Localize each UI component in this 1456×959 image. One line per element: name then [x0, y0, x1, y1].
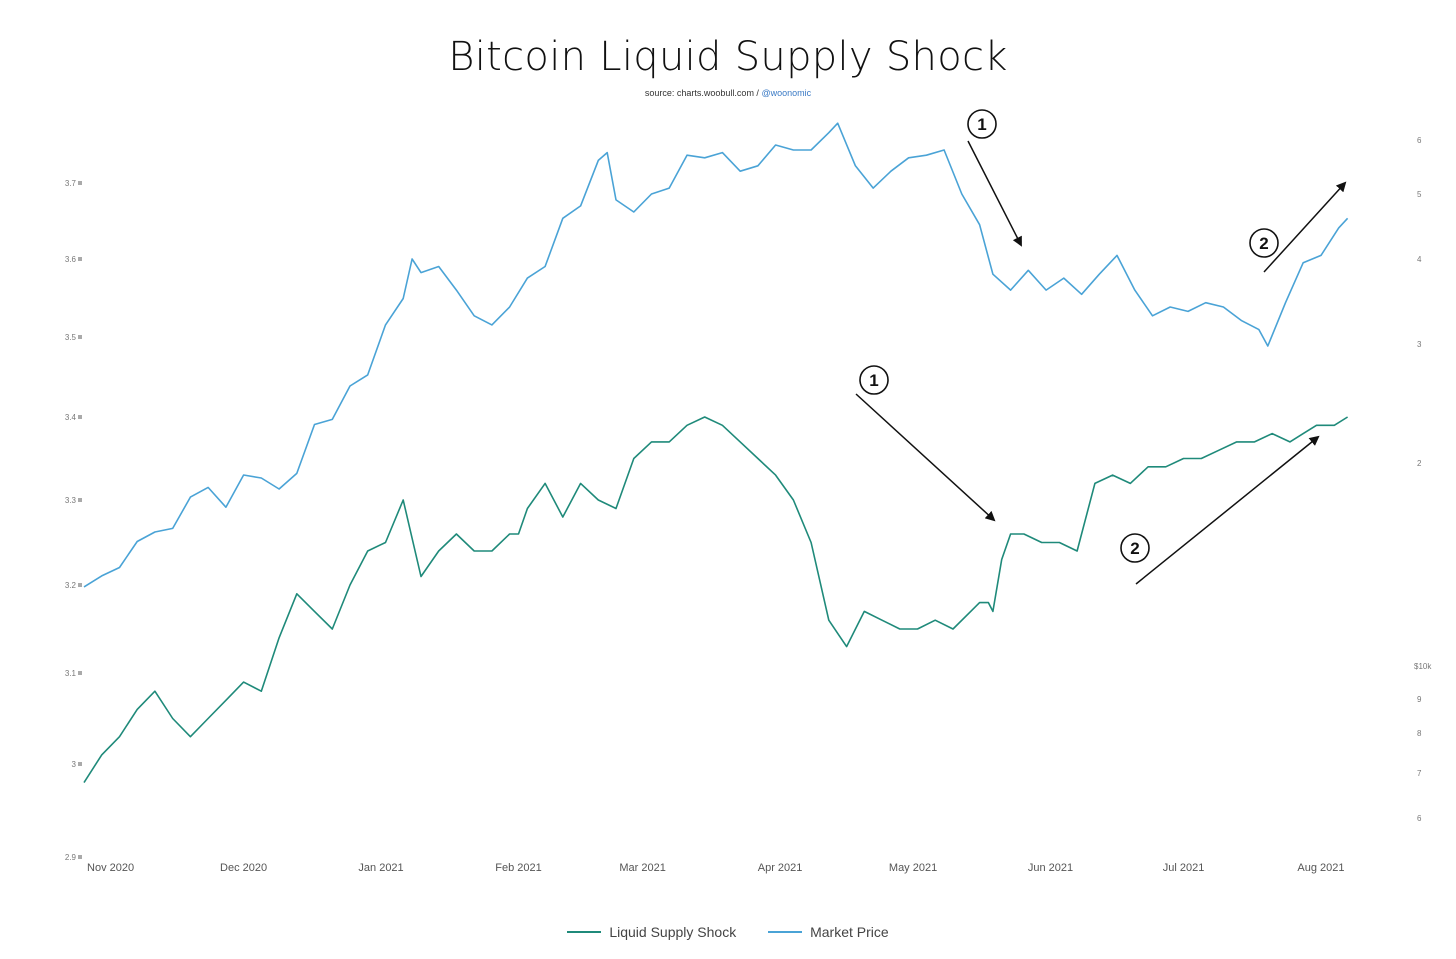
right-y-tick-label: 9	[1417, 695, 1422, 704]
left-y-tick-mark	[78, 181, 82, 185]
x-tick-label: Nov 2020	[87, 862, 134, 874]
left-y-axis: 2.9 3 3.1 3.2 3.3 3.4 3.5 3.6 3.7	[65, 179, 82, 862]
right-y-tick-label: 6	[1417, 814, 1422, 823]
left-y-tick-label: 3	[72, 760, 77, 769]
left-y-tick-mark	[78, 498, 82, 502]
legend-label: Market Price	[810, 924, 889, 940]
left-y-tick-mark	[78, 762, 82, 766]
annotation-marker: 1	[967, 109, 997, 139]
annotation-marker: 2	[1120, 533, 1150, 563]
x-tick-label: Jun 2021	[1028, 862, 1073, 874]
left-y-tick-label: 3.2	[65, 581, 77, 590]
annotation-marker: 1	[859, 365, 889, 395]
x-tick-label: Aug 2021	[1297, 862, 1344, 874]
right-y-tick-label: 6	[1417, 136, 1422, 145]
left-y-tick-label: 2.9	[65, 853, 77, 862]
legend-swatch-liquid-supply-shock	[567, 931, 602, 933]
left-y-tick-label: 3.3	[65, 496, 77, 505]
x-tick-label: Apr 2021	[758, 862, 803, 874]
right-y-tick-label: 4	[1417, 255, 1422, 264]
right-y-tick-label: 2	[1417, 459, 1422, 468]
annotation-label: 1	[869, 371, 878, 390]
right-y-tick-label: 7	[1417, 769, 1422, 778]
left-y-tick-label: 3.6	[65, 255, 77, 264]
left-y-tick-label: 3.4	[65, 413, 77, 422]
legend-label: Liquid Supply Shock	[609, 924, 737, 940]
right-y-axis: 6 7 8 9 $10k 2 3 4 5 6	[1414, 136, 1432, 823]
legend-swatch-market-price	[768, 931, 803, 933]
source-text: source: charts.woobull.com /	[644, 88, 759, 98]
left-y-tick-mark	[78, 335, 82, 339]
annotation-label: 2	[1259, 234, 1268, 253]
right-y-tick-label: 8	[1417, 729, 1422, 738]
x-tick-label: Jul 2021	[1163, 862, 1205, 874]
x-tick-label: Jan 2021	[358, 862, 403, 874]
x-tick-label: Feb 2021	[495, 862, 541, 874]
annotation-arrow	[1263, 181, 1347, 273]
series-line-liquid-supply-shock[interactable]	[83, 416, 1349, 784]
chart-subtitle: source: charts.woobull.com / @woonomic	[0, 88, 1456, 98]
annotations-layer: 1 2 1 2	[855, 109, 1347, 585]
left-y-tick-mark	[78, 855, 82, 859]
left-y-tick-mark	[78, 583, 82, 587]
left-y-tick-label: 3.5	[65, 333, 77, 342]
source-handle-link[interactable]: @woonomic	[761, 88, 812, 98]
series-line-market-price[interactable]	[83, 122, 1349, 588]
right-y-tick-label: 5	[1417, 190, 1422, 199]
right-y-tick-label: $10k	[1414, 662, 1432, 671]
annotation-marker: 2	[1249, 228, 1279, 258]
annotation-arrow	[855, 393, 996, 522]
legend-item-market-price[interactable]: Market Price	[768, 924, 889, 940]
left-y-tick-mark	[78, 257, 82, 261]
annotation-arrow	[967, 140, 1022, 247]
x-tick-label: Dec 2020	[220, 862, 267, 874]
x-tick-label: May 2021	[889, 862, 937, 874]
legend-item-liquid-supply-shock[interactable]: Liquid Supply Shock	[567, 924, 736, 940]
left-y-tick-mark	[78, 671, 82, 675]
x-axis: Nov 2020 Dec 2020 Jan 2021 Feb 2021 Mar 2021…	[87, 862, 1344, 874]
series-layer	[83, 122, 1349, 784]
legend: Liquid Supply Shock Market Price	[0, 920, 1456, 940]
x-tick-label: Mar 2021	[619, 862, 665, 874]
left-y-tick-mark	[78, 415, 82, 419]
annotation-arrow	[1135, 435, 1320, 585]
right-y-tick-label: 3	[1417, 340, 1422, 349]
left-y-tick-label: 3.1	[65, 669, 77, 678]
left-y-tick-label: 3.7	[65, 179, 77, 188]
annotation-label: 2	[1130, 539, 1139, 558]
annotation-label: 1	[977, 115, 986, 134]
chart-title: Bitcoin Liquid Supply Shock	[448, 34, 1008, 80]
